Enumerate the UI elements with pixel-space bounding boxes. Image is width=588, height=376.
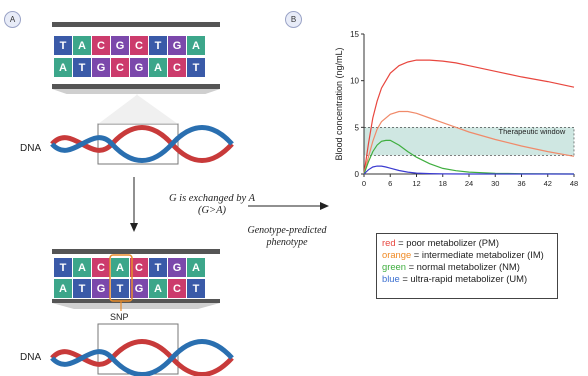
exchange-text-line2: (G>A) [197,205,227,216]
snp-highlight [109,254,133,311]
legend-color-word: green [382,261,406,272]
top-upper-base-3: G [111,36,129,55]
legend-color-word: blue [382,273,400,284]
snp-label: SNP [110,312,129,322]
bottom-lower-base-2: G [92,279,110,298]
phenotype-text-line2: phenotype [266,237,308,248]
legend-color-word: red [382,237,396,248]
bottom-upper-base-6: G [168,258,186,277]
bottom-lower-base-4: G [130,279,148,298]
bottom-lower-base-0: A [54,279,72,298]
top-upper-base-7: A [187,36,205,55]
x-tick-label: 24 [465,179,473,188]
legend-row-red: red = poor metabolizer (PM) [382,237,557,249]
bottom-upper-base-4: C [130,258,148,277]
top-lower-base-0: A [54,58,72,77]
exchange-text: G is exchanged by A (G>A) [152,193,272,217]
bottom-upper-base-5: T [149,258,167,277]
therapeutic-window-label: Therapeutic window [499,127,566,136]
top-lower-base-7: T [187,58,205,77]
bottom-dna-helix [50,323,234,376]
legend-description: = poor metabolizer (PM) [395,237,499,248]
y-tick-label: 10 [350,77,359,86]
x-tick-label: 12 [412,179,420,188]
y-axis-label: Blood concentration (ng/mL) [334,47,344,160]
top-upper-base-5: T [149,36,167,55]
concentration-chart: Therapeutic window 0 5 10 15 0 6 12 18 24 30 36 42 48… [334,30,578,192]
x-tick-label: 0 [362,179,366,188]
top-lower-base-1: T [73,58,91,77]
top-upper-base-6: G [168,36,186,55]
panel-a-badge: A [4,11,21,28]
legend-row-green: green = normal metabolizer (NM) [382,261,557,273]
top-lower-base-5: A [149,58,167,77]
exchange-text-line1: G is exchanged by A [168,193,256,204]
bottom-upper-base-3: A [111,258,129,277]
bottom-lower-base-5: A [149,279,167,298]
metabolizer-legend: red = poor metabolizer (PM) orange = inte… [376,233,558,299]
bottom-lower-base-6: C [168,279,186,298]
x-tick-label: 30 [491,179,499,188]
series-line-2 [363,139,575,175]
series-line-1 [363,110,575,175]
bottom-upper-base-1: A [73,258,91,277]
x-tick-label: 48 [570,179,578,188]
top-upper-base-2: C [92,36,110,55]
series-line-3 [363,165,574,175]
x-tick-label: 6 [388,179,392,188]
bottom-upper-base-2: C [92,258,110,277]
bottom-lower-base-3: T [111,279,129,298]
legend-row-orange: orange = intermediate metabolizer (IM) [382,249,557,261]
y-tick-label: 0 [355,170,360,179]
top-lower-base-6: C [168,58,186,77]
top-sequence-frame [52,22,220,94]
y-tick-label: 15 [350,30,359,39]
legend-description: = normal metabolizer (NM) [405,261,520,272]
y-tick-label: 5 [355,123,360,132]
bottom-sequence-frame [52,249,220,309]
x-tick-label: 42 [544,179,552,188]
top-upper-base-4: C [130,36,148,55]
top-lower-base-3: C [111,58,129,77]
legend-color-word: orange [382,249,412,260]
legend-row-blue: blue = ultra-rapid metabolizer (UM) [382,273,557,285]
top-upper-base-0: T [54,36,72,55]
x-axis-label: Time (h) [452,191,485,192]
down-arrow [130,177,138,232]
phenotype-text: Genotype-predicted phenotype [232,225,342,249]
panel-b-badge: B [285,11,302,28]
top-lower-base-2: G [92,58,110,77]
top-lower-base-4: G [130,58,148,77]
x-tick-label: 36 [517,179,525,188]
bottom-lower-base-1: T [73,279,91,298]
bottom-lower-base-7: T [187,279,205,298]
bottom-upper-base-0: T [54,258,72,277]
top-upper-base-1: A [73,36,91,55]
x-tick-label: 18 [439,179,447,188]
top-dna-helix [50,94,234,165]
right-arrow [248,202,329,210]
bottom-upper-base-7: A [187,258,205,277]
dna-label-top: DNA [20,143,42,154]
phenotype-text-line1: Genotype-predicted [247,225,327,236]
legend-description: = ultra-rapid metabolizer (UM) [399,273,528,284]
series-line-0 [363,59,575,175]
legend-description: = intermediate metabolizer (IM) [411,249,544,260]
dna-label-bottom: DNA [20,352,42,363]
